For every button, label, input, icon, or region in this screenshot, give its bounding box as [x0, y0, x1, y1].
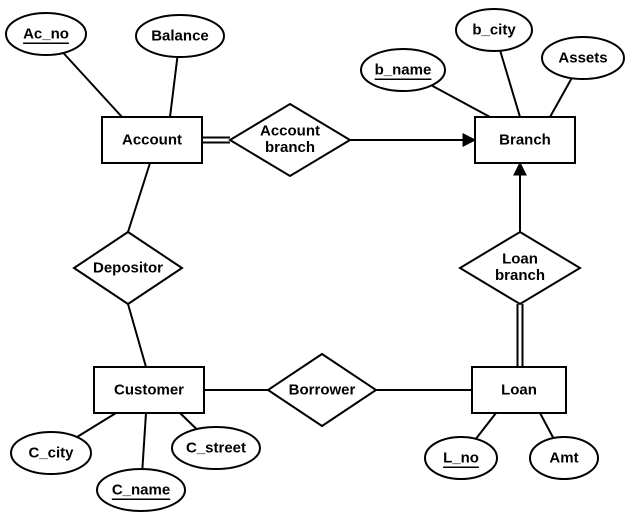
attribute-label: b_name	[375, 62, 432, 79]
entity-label: Loan	[501, 382, 537, 399]
attribute-label: Ac_no	[23, 26, 69, 43]
er-diagram: Accountbranch Depositor Loanbranch Borrower…	[0, 0, 634, 514]
attribute-label: C_street	[186, 440, 246, 457]
relationship-label: Accountbranch	[260, 123, 320, 157]
attribute-label: b_city	[472, 22, 516, 39]
relationship-label: Borrower	[289, 382, 356, 399]
entity-label: Branch	[499, 132, 551, 149]
relationship-label: Loanbranch	[495, 251, 545, 285]
relationship-label: Depositor	[93, 260, 163, 277]
attribute-label: Amt	[549, 450, 578, 467]
attribute-label: Assets	[558, 50, 607, 67]
entity-label: Customer	[114, 382, 184, 399]
attribute-label: L_no	[443, 450, 479, 467]
attribute-label: C_name	[112, 482, 170, 499]
attribute-label: Balance	[151, 28, 209, 45]
entity-label: Account	[122, 132, 182, 149]
attribute-label: C_city	[28, 445, 74, 462]
